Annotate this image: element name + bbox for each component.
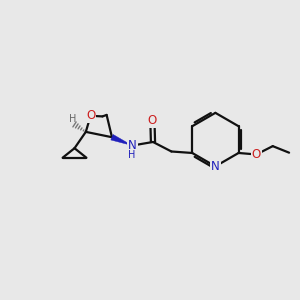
Text: O: O <box>86 109 95 122</box>
Text: O: O <box>252 148 261 161</box>
Text: H: H <box>69 114 77 124</box>
Polygon shape <box>111 134 132 146</box>
Text: H: H <box>128 150 136 160</box>
Text: N: N <box>128 139 136 152</box>
Text: N: N <box>211 160 220 173</box>
Text: O: O <box>148 114 157 127</box>
